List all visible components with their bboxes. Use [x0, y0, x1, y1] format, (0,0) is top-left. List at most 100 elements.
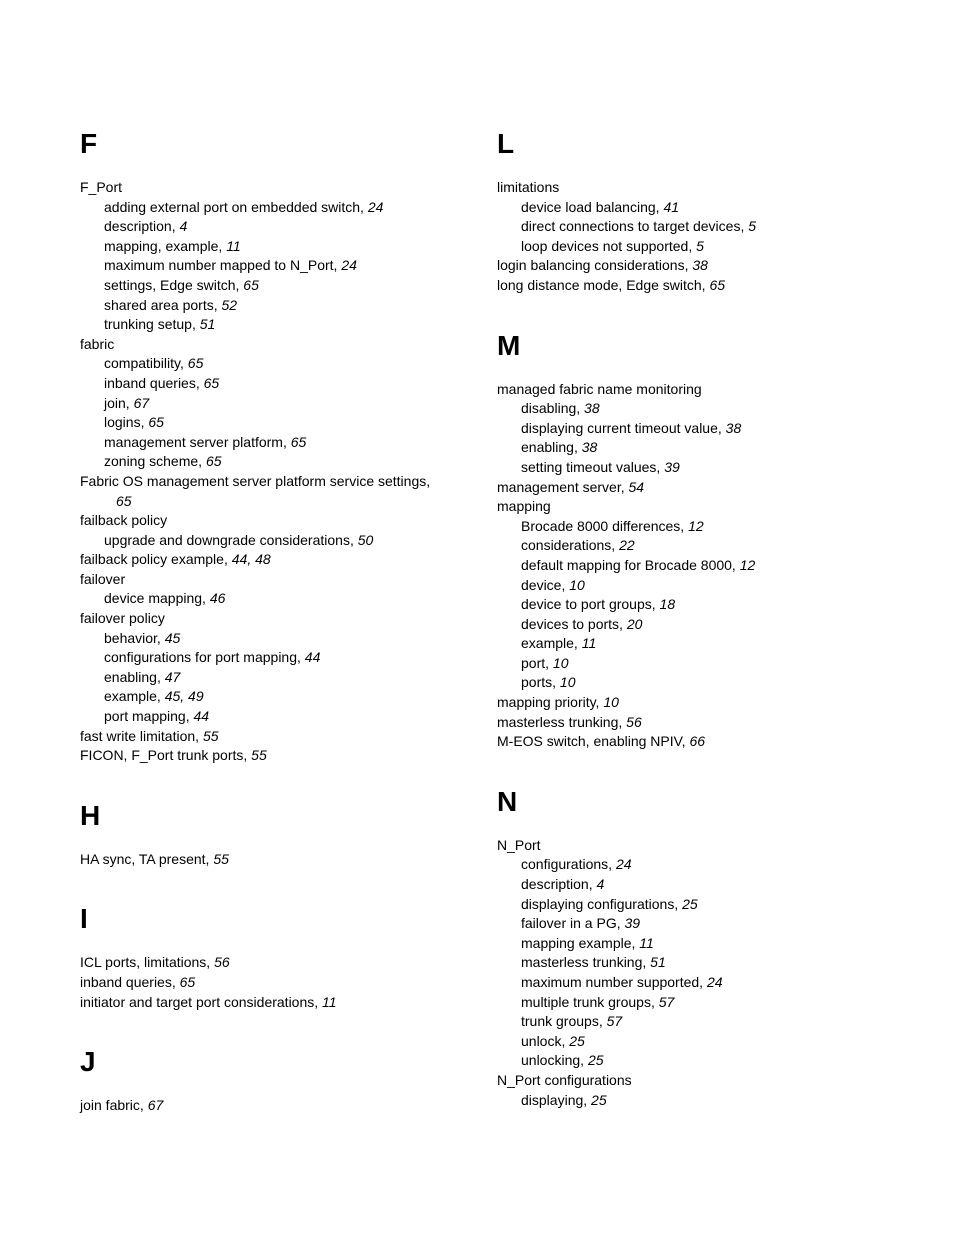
- page-ref: 65: [709, 277, 725, 293]
- index-subentry: device load balancing, 41: [497, 198, 874, 218]
- index-subentry: enabling, 38: [497, 438, 874, 458]
- page-ref: 24: [616, 856, 632, 872]
- index-section: Llimitationsdevice load balancing, 41dir…: [497, 130, 874, 296]
- index-section: Mmanaged fabric name monitoringdisabling…: [497, 332, 874, 752]
- page-ref: 65: [148, 414, 164, 430]
- index-subentry: trunking setup, 51: [80, 315, 457, 335]
- letter-heading: H: [80, 802, 457, 830]
- index-subentry: setting timeout values, 39: [497, 458, 874, 478]
- index-subentry: example, 11: [497, 634, 874, 654]
- page-ref: 38: [726, 420, 742, 436]
- page-ref: 18: [660, 596, 676, 612]
- index-subentry: unlocking, 25: [497, 1051, 874, 1071]
- page-ref: 20: [627, 616, 643, 632]
- index-subentry: join, 67: [80, 394, 457, 414]
- page-ref: 44, 48: [232, 551, 271, 567]
- index-entry: managed fabric name monitoring: [497, 380, 874, 400]
- index-entry: login balancing considerations, 38: [497, 256, 874, 276]
- page-ref: 55: [203, 728, 219, 744]
- index-entry-page: 65: [80, 492, 457, 512]
- index-subentry: configurations for port mapping, 44: [80, 648, 457, 668]
- index-entry: ICL ports, limitations, 56: [80, 953, 457, 973]
- letter-heading: N: [497, 788, 874, 816]
- page-ref: 38: [582, 439, 598, 455]
- page-ref: 54: [629, 479, 645, 495]
- index-entry: fabric: [80, 335, 457, 355]
- index-subentry: inband queries, 65: [80, 374, 457, 394]
- index-subentry: port mapping, 44: [80, 707, 457, 727]
- page-ref: 65: [188, 355, 204, 371]
- index-subentry: enabling, 47: [80, 668, 457, 688]
- index-subentry: logins, 65: [80, 413, 457, 433]
- index-subentry: trunk groups, 57: [497, 1012, 874, 1032]
- page-ref: 24: [341, 257, 357, 273]
- index-subentry: mapping, example, 11: [80, 237, 457, 257]
- page-ref: 22: [619, 537, 635, 553]
- page-ref: 25: [569, 1033, 585, 1049]
- index-subentry: behavior, 45: [80, 629, 457, 649]
- page-ref: 11: [582, 635, 597, 651]
- page-ref: 41: [663, 199, 679, 215]
- index-subentry: adding external port on embedded switch,…: [80, 198, 457, 218]
- page-ref: 46: [210, 590, 226, 606]
- page-ref: 10: [569, 577, 585, 593]
- page-ref: 51: [200, 316, 216, 332]
- index-subentry: default mapping for Brocade 8000, 12: [497, 556, 874, 576]
- letter-heading: L: [497, 130, 874, 158]
- index-subentry: maximum number mapped to N_Port, 24: [80, 256, 457, 276]
- page-ref: 11: [639, 935, 654, 951]
- page-ref: 5: [696, 238, 704, 254]
- index-entry: F_Port: [80, 178, 457, 198]
- page-ref: 12: [740, 557, 756, 573]
- page-ref: 10: [603, 694, 619, 710]
- index-entry: fast write limitation, 55: [80, 727, 457, 747]
- index-subentry: device mapping, 46: [80, 589, 457, 609]
- letter-heading: J: [80, 1048, 457, 1076]
- index-subentry: direct connections to target devices, 5: [497, 217, 874, 237]
- page-ref: 10: [560, 674, 576, 690]
- index-subentry: displaying, 25: [497, 1091, 874, 1111]
- page-ref: 44: [194, 708, 210, 724]
- page-ref: 65: [204, 375, 220, 391]
- index-entry: M-EOS switch, enabling NPIV, 66: [497, 732, 874, 752]
- index-page: FF_Portadding external port on embedded …: [0, 0, 954, 1212]
- page-ref: 52: [222, 297, 238, 313]
- page-ref: 4: [596, 876, 604, 892]
- page-ref: 11: [226, 238, 241, 254]
- index-subentry: zoning scheme, 65: [80, 452, 457, 472]
- index-entry: long distance mode, Edge switch, 65: [497, 276, 874, 296]
- index-entry: limitations: [497, 178, 874, 198]
- page-ref: 56: [626, 714, 642, 730]
- page-ref: 38: [584, 400, 600, 416]
- index-entry: inband queries, 65: [80, 973, 457, 993]
- page-ref: 39: [625, 915, 641, 931]
- index-section: Jjoin fabric, 67: [80, 1048, 457, 1116]
- right-column: Llimitationsdevice load balancing, 41dir…: [497, 130, 874, 1152]
- page-ref: 39: [664, 459, 680, 475]
- index-entry: failback policy example, 44, 48: [80, 550, 457, 570]
- left-column: FF_Portadding external port on embedded …: [80, 130, 457, 1152]
- index-subentry: unlock, 25: [497, 1032, 874, 1052]
- index-entry: join fabric, 67: [80, 1096, 457, 1116]
- page-ref: 25: [591, 1092, 607, 1108]
- index-subentry: compatibility, 65: [80, 354, 457, 374]
- index-subentry: ports, 10: [497, 673, 874, 693]
- page-ref: 57: [659, 994, 675, 1010]
- index-entry: failover policy: [80, 609, 457, 629]
- index-section: FF_Portadding external port on embedded …: [80, 130, 457, 766]
- index-entry: Fabric OS management server platform ser…: [80, 472, 457, 492]
- page-ref: 25: [588, 1052, 604, 1068]
- index-subentry: considerations, 22: [497, 536, 874, 556]
- page-ref: 44: [305, 649, 321, 665]
- page-ref: 12: [688, 518, 704, 534]
- page-ref: 55: [213, 851, 229, 867]
- index-subentry: failover in a PG, 39: [497, 914, 874, 934]
- page-ref: 67: [134, 395, 150, 411]
- page-ref: 45, 49: [165, 688, 204, 704]
- index-section: HHA sync, TA present, 55: [80, 802, 457, 870]
- page-ref: 4: [179, 218, 187, 234]
- page-ref: 65: [243, 277, 259, 293]
- index-entry: N_Port configurations: [497, 1071, 874, 1091]
- index-entry: management server, 54: [497, 478, 874, 498]
- index-section: IICL ports, limitations, 56inband querie…: [80, 905, 457, 1012]
